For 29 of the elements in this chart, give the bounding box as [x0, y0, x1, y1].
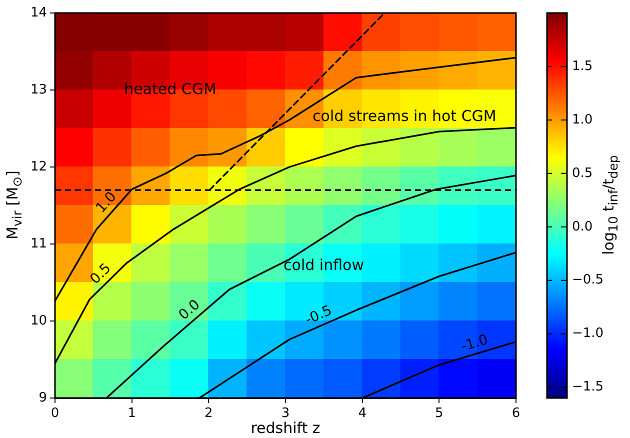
y-tick-label: 10 [30, 313, 47, 328]
text: -0.5 [302, 302, 334, 328]
color-bar-label: −1.0 [572, 326, 604, 342]
x-tick-label: 4 [358, 406, 366, 422]
y-tick-label: 11 [30, 236, 47, 252]
text: 0.5 [87, 260, 114, 288]
x-tick-label: 6 [512, 406, 520, 422]
color-bar-label: −1.5 [572, 380, 604, 395]
annotation: cold streams in hot CGM [312, 106, 496, 125]
y-tick-label: 12 [30, 159, 47, 174]
text: -1.0 [459, 332, 490, 356]
color-bar-label: 1.5 [572, 58, 593, 74]
text: 1.0 [93, 188, 120, 216]
annotation: cold inflow [284, 256, 364, 274]
y-tick-label: 9 [38, 390, 47, 406]
y-tick-label: 13 [30, 82, 47, 98]
x-tick-label: 5 [435, 406, 444, 422]
color-bar-label: 1.0 [572, 112, 593, 128]
y-tick-label: 14 [30, 5, 47, 20]
x-tick-label: 3 [281, 406, 290, 422]
color-bar-label: 0.0 [572, 219, 593, 234]
x-axis-title: redshift z [250, 418, 320, 437]
annotation: heated CGM [124, 80, 216, 98]
x-tick-label: 2 [204, 406, 213, 422]
x-tick-label: 0 [50, 406, 60, 422]
color-bar-label: 0.5 [572, 166, 593, 181]
x-tick-label: 1 [128, 406, 136, 422]
text: 0.0 [176, 296, 204, 324]
color-bar-label: −0.5 [572, 272, 604, 288]
